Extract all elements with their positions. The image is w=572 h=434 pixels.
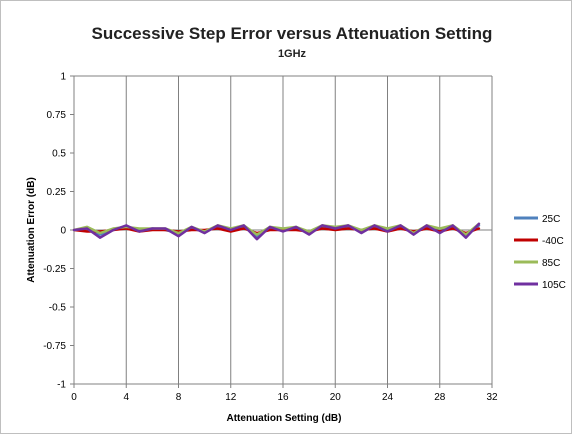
x-tick-label: 16 [277,392,289,403]
y-axis-title: Attenuation Error (dB) [26,177,37,283]
y-tick-label: 0 [60,226,66,237]
y-tick-label: 0.75 [47,110,67,121]
legend-label-25C: 25C [542,214,560,225]
y-tick-label: 0.5 [52,149,66,160]
x-tick-label: 28 [434,392,446,403]
legend: 25C -40C 85C 105C [514,214,566,291]
x-tick-label: 8 [176,392,182,403]
x-tick-label: 24 [382,392,394,403]
series-line-105C [72,222,481,241]
x-tick-label: 4 [123,392,129,403]
x-tick-label: 12 [225,392,237,403]
y-tick-label: -0.25 [43,264,66,275]
y-tick-label: -1 [57,380,66,391]
y-tick-label: -0.5 [49,303,67,314]
legend-label-105C: 105C [542,280,566,291]
y-tick-label: 1 [60,72,66,83]
x-axis-title: Attenuation Setting (dB) [227,413,342,424]
legend-label--40C: -40C [542,236,564,247]
series-lines [72,222,481,241]
x-tick-label: 32 [486,392,498,403]
legend-label-85C: 85C [542,258,560,269]
y-tick-labels: 1 0.75 0.5 0.25 0 -0.25 -0.5 -0.75 -1 [43,72,66,391]
chart-title: Successive Step Error versus Attenuation… [92,24,493,43]
y-tick-label: -0.75 [43,341,66,352]
x-tick-label: 20 [330,392,342,403]
chart-subtitle: 1GHz [278,48,307,60]
x-tick-label: 0 [71,392,77,403]
x-tick-labels: 0 4 8 12 16 20 24 28 32 [71,392,498,403]
y-tick-label: 0.25 [47,187,67,198]
